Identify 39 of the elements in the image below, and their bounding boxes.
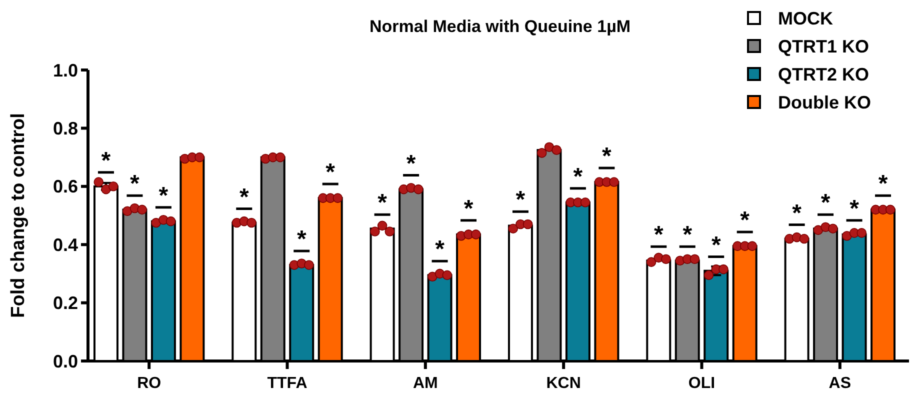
data-label: *	[239, 184, 250, 211]
legend-label: MOCK	[778, 8, 833, 28]
data-label: *	[435, 236, 446, 264]
data-label: *	[573, 163, 584, 190]
data-label: *	[878, 170, 888, 198]
data-label: *	[378, 190, 388, 217]
x-tick-label: TTFA	[267, 375, 308, 392]
y-tick-label: 0.4	[52, 234, 78, 255]
x-tick-label: AS	[828, 375, 852, 392]
data-label: *	[406, 150, 416, 178]
legend-label: QTRT1 KO	[778, 36, 870, 56]
data-label: *	[602, 143, 612, 170]
chart-title: Normal Media with Queuine 1µM	[369, 17, 631, 36]
x-tick-label: KCN	[546, 375, 581, 392]
data-label: *	[740, 207, 750, 234]
x-tick-label: OLI	[688, 375, 716, 392]
y-axis-title: Fold change to control	[8, 113, 29, 318]
data-label: *	[850, 195, 860, 222]
data-label: *	[296, 226, 307, 253]
data-label: *	[158, 182, 169, 210]
data-label: *	[711, 232, 722, 259]
legend-label: QTRT2 KO	[778, 64, 870, 84]
data-label: *	[820, 190, 831, 217]
data-label: *	[101, 147, 112, 174]
y-tick-label: 0.8	[52, 118, 78, 138]
x-tick-label: AM	[412, 375, 438, 392]
y-tick-label: 0.0	[52, 351, 78, 372]
data-label: *	[130, 170, 140, 198]
x-tick-label: RO	[137, 375, 162, 392]
y-tick-label: 0.2	[52, 293, 78, 314]
y-tick-label: 1.0	[52, 60, 78, 80]
data-label: *	[326, 159, 336, 186]
data-label: *	[516, 186, 526, 214]
data-label: *	[682, 222, 693, 249]
y-tick-label: 0.6	[52, 176, 78, 197]
data-label: *	[464, 195, 474, 222]
legend-label: Double KO	[778, 92, 871, 112]
data-label: *	[792, 200, 802, 227]
data-label: *	[654, 222, 664, 249]
